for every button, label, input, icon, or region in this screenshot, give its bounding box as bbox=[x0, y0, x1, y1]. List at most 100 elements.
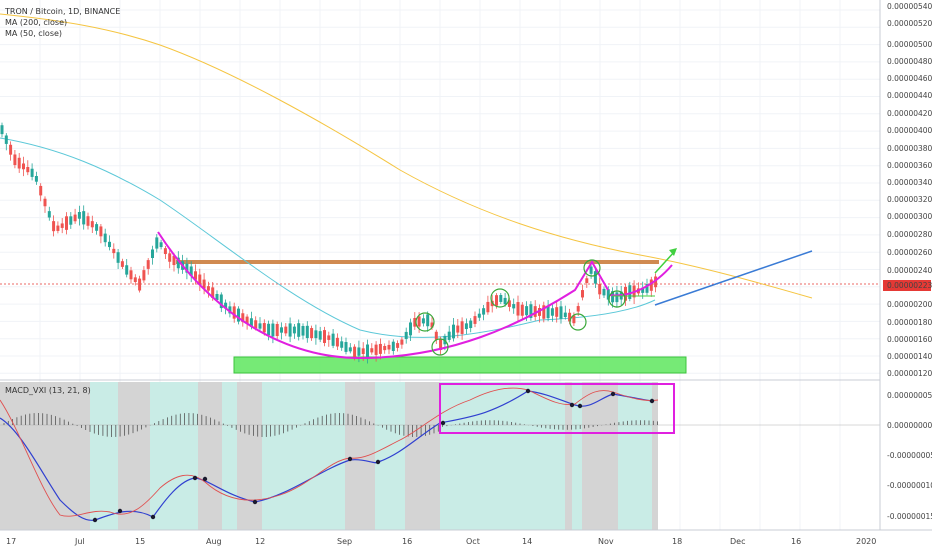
candle-body bbox=[95, 224, 99, 231]
candle-body bbox=[172, 255, 176, 266]
candle-body bbox=[22, 163, 25, 170]
candle-body bbox=[477, 313, 481, 318]
candle-body bbox=[69, 216, 73, 225]
pattern-circle bbox=[608, 290, 626, 308]
candle-body bbox=[125, 265, 129, 275]
candle-body bbox=[73, 214, 77, 222]
price-tick-label: 0.00000160 bbox=[887, 335, 932, 344]
candle-body bbox=[649, 279, 653, 291]
time-tick-label: Nov bbox=[598, 537, 614, 546]
candle-body bbox=[417, 316, 421, 327]
candle-body bbox=[26, 166, 30, 173]
candle-body bbox=[378, 343, 382, 354]
indicator-band bbox=[262, 382, 345, 530]
candle-body bbox=[520, 304, 524, 316]
macd-cross-dot bbox=[577, 403, 583, 409]
candle-body bbox=[224, 302, 228, 309]
price-tick-label: 0.00000440 bbox=[887, 91, 932, 100]
candle-body bbox=[331, 333, 335, 346]
candle-body bbox=[219, 294, 223, 309]
macd-cross-dot bbox=[202, 476, 208, 482]
candle-body bbox=[529, 304, 533, 318]
macd-cross-dot bbox=[525, 388, 531, 394]
candle-body bbox=[366, 344, 369, 357]
candle-body bbox=[654, 276, 658, 288]
candle-body bbox=[232, 306, 236, 319]
indicator-band bbox=[565, 382, 572, 530]
symbol-title[interactable]: TRON / Bitcoin, 1D, BINANCE bbox=[5, 7, 121, 16]
drawings-background bbox=[0, 260, 880, 374]
candle-body bbox=[215, 293, 219, 301]
indicator-band bbox=[118, 382, 150, 530]
ma50-legend[interactable]: MA (50, close) bbox=[5, 29, 63, 38]
price-tick-label: 0.00000380 bbox=[887, 144, 932, 153]
candle-body bbox=[211, 287, 215, 298]
candle-body bbox=[17, 157, 21, 169]
candle-body bbox=[447, 331, 451, 340]
candle-body bbox=[563, 312, 567, 318]
moving-averages bbox=[0, 13, 813, 338]
macd-cross-dot bbox=[375, 459, 381, 465]
candle-body bbox=[542, 305, 546, 319]
candle-body bbox=[430, 322, 434, 328]
indicator-band bbox=[618, 382, 652, 530]
indicator-band bbox=[375, 382, 405, 530]
price-tick-label: 0.00000520 bbox=[887, 19, 932, 28]
candle-body bbox=[327, 335, 331, 340]
candle-body bbox=[65, 216, 68, 230]
macd-cross-dot bbox=[117, 508, 123, 514]
candle-body bbox=[43, 198, 47, 207]
ma200-legend[interactable]: MA (200, close) bbox=[5, 18, 68, 27]
candle-body bbox=[507, 300, 511, 307]
candle-body bbox=[159, 242, 163, 248]
macd-tick-label: -0.00000010 bbox=[887, 481, 932, 490]
candle-body bbox=[482, 308, 486, 315]
macd-cross-dot bbox=[347, 456, 353, 462]
candle-body bbox=[151, 249, 154, 259]
candle-body bbox=[198, 274, 202, 286]
price-tick-label: 0.00000200 bbox=[887, 300, 932, 309]
cup-curve bbox=[157, 231, 609, 360]
candle-body bbox=[129, 270, 133, 280]
candle-body bbox=[348, 347, 352, 352]
macd-legend[interactable]: MACD_VXI (13, 21, 8) bbox=[5, 386, 91, 395]
candle-body bbox=[99, 226, 103, 237]
drawings-foreground[interactable] bbox=[157, 231, 813, 360]
candle-body bbox=[56, 225, 60, 231]
candle-body bbox=[645, 284, 649, 293]
candle-body bbox=[464, 323, 468, 330]
indicator-band bbox=[198, 382, 222, 530]
candle-body bbox=[241, 313, 245, 323]
candle-body bbox=[559, 306, 563, 319]
time-tick-label: 18 bbox=[672, 537, 682, 546]
candle-body bbox=[301, 326, 305, 336]
candle-body bbox=[146, 260, 150, 269]
candle-body bbox=[469, 320, 473, 329]
candle-body bbox=[254, 320, 258, 329]
price-tick-label: 0.00000460 bbox=[887, 74, 932, 83]
candle-body bbox=[9, 144, 13, 155]
candle-body bbox=[413, 317, 417, 327]
time-tick-label: Dec bbox=[730, 537, 745, 546]
candle-body bbox=[318, 331, 322, 340]
candle-body bbox=[512, 304, 516, 309]
candle-body bbox=[275, 323, 279, 337]
candle-body bbox=[611, 291, 615, 303]
indicator-band bbox=[652, 382, 658, 530]
indicator-band bbox=[345, 382, 375, 530]
candle-body bbox=[335, 337, 339, 347]
support-zone bbox=[233, 356, 687, 374]
candle-body bbox=[249, 318, 253, 327]
candle-body bbox=[168, 253, 172, 262]
candle-body bbox=[585, 278, 589, 283]
candle-body bbox=[138, 278, 142, 291]
macd-cross-dot bbox=[610, 391, 616, 397]
candle-body bbox=[486, 301, 490, 313]
candle-body bbox=[86, 216, 90, 226]
indicator-band bbox=[237, 382, 262, 530]
breakout-arrow bbox=[654, 250, 676, 274]
price-tick-label: 0.00000260 bbox=[887, 248, 932, 257]
candle-body bbox=[576, 306, 580, 312]
